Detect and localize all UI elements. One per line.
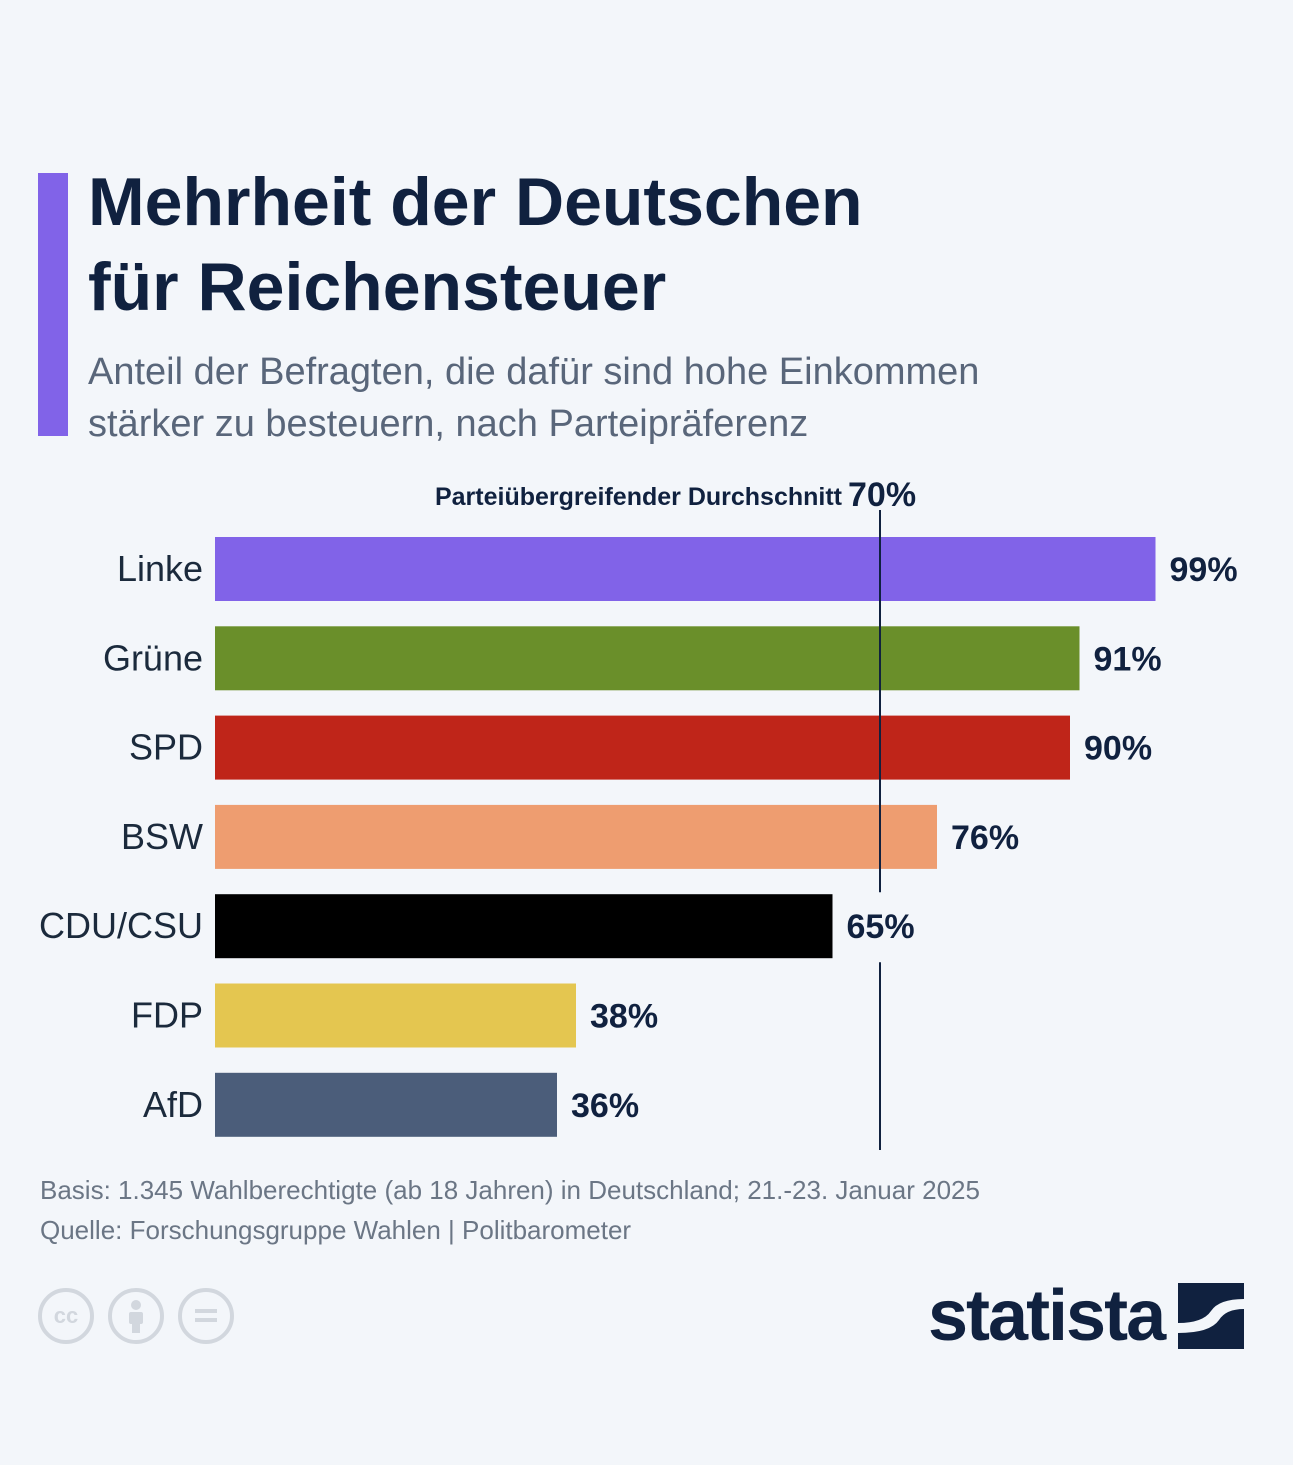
value-label-4: 65% bbox=[847, 908, 915, 946]
value-label-5: 38% bbox=[590, 998, 658, 1036]
value-label-2: 90% bbox=[1084, 730, 1152, 768]
title-line-2: für Reichensteuer bbox=[88, 249, 667, 325]
bar-2 bbox=[215, 715, 1070, 780]
value-label-6: 36% bbox=[571, 1087, 639, 1125]
reference-line-label: Parteiübergreifender Durchschnitt bbox=[435, 483, 843, 511]
subtitle-line-2: stärker zu besteuern, nach Parteipräfere… bbox=[88, 403, 809, 445]
basis-note: Basis: 1.345 Wahlberechtigte (ab 18 Jahr… bbox=[40, 1175, 980, 1205]
value-label-0: 99% bbox=[1170, 551, 1238, 589]
statista-mark-icon bbox=[1178, 1283, 1245, 1349]
subtitle-line-1: Anteil der Befragten, die dafür sind hoh… bbox=[88, 351, 980, 393]
bar-3 bbox=[215, 804, 937, 869]
bar-0 bbox=[215, 537, 1156, 601]
category-label-2: SPD bbox=[129, 727, 203, 768]
bar-5 bbox=[215, 983, 576, 1048]
bar-4 bbox=[215, 894, 833, 959]
statista-logo[interactable]: statista bbox=[928, 1276, 1245, 1356]
category-label-5: FDP bbox=[131, 995, 203, 1036]
license-icons: cc bbox=[38, 1288, 234, 1344]
person-icon[interactable] bbox=[108, 1288, 164, 1344]
title-accent-bar bbox=[38, 173, 68, 436]
bar-1 bbox=[215, 626, 1080, 691]
category-label-1: Grüne bbox=[103, 637, 203, 678]
chart-subtitle: Anteil der Befragten, die dafür sind hoh… bbox=[88, 346, 1238, 450]
source-note: Quelle: Forschungsgruppe Wahlen | Politb… bbox=[40, 1215, 632, 1245]
value-label-3: 76% bbox=[951, 819, 1019, 857]
category-label-3: BSW bbox=[121, 816, 203, 857]
category-label-4: CDU/CSU bbox=[39, 905, 203, 946]
equals-icon[interactable] bbox=[178, 1288, 234, 1344]
reference-line-value: 70% bbox=[848, 476, 916, 514]
bar-6 bbox=[215, 1072, 557, 1137]
category-label-6: AfD bbox=[143, 1084, 203, 1125]
value-label-1: 91% bbox=[1094, 640, 1162, 678]
category-label-0: Linke bbox=[117, 548, 203, 589]
title-line-1: Mehrheit der Deutschen bbox=[88, 164, 863, 240]
logo-text: statista bbox=[928, 1276, 1166, 1356]
cc-icon[interactable]: cc bbox=[38, 1288, 94, 1344]
bar-chart: Parteiübergreifender Durchschnitt 70% Link… bbox=[39, 476, 1238, 1150]
chart-title: Mehrheit der Deutschen für Reichensteuer bbox=[88, 160, 1238, 330]
footer: Basis: 1.345 Wahlberechtigte (ab 18 Jahr… bbox=[40, 1170, 980, 1250]
